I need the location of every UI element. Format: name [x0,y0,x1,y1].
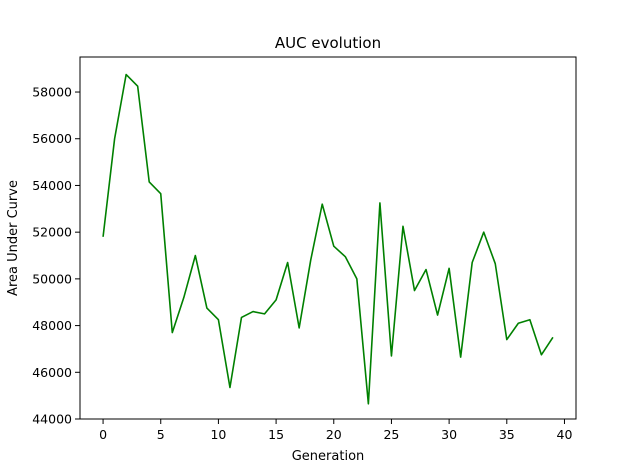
x-tick-label: 10 [210,427,226,442]
x-axis: 0 5 10 15 20 25 30 35 40 [99,419,572,442]
y-tick-label: 48000 [32,318,72,333]
x-tick-label: 25 [383,427,399,442]
y-tick-label: 44000 [32,412,72,427]
x-axis-label: Generation [292,449,365,464]
x-tick-label: 5 [157,427,165,442]
x-tick-label: 30 [441,427,457,442]
y-axis-label: Area Under Curve [6,180,21,296]
chart-title: AUC evolution [275,34,381,52]
x-tick-label: 20 [326,427,342,442]
x-tick-label: 0 [99,427,107,442]
y-tick-label: 50000 [32,271,72,286]
y-tick-label: 46000 [32,365,72,380]
y-tick-label: 56000 [32,131,72,146]
y-tick-label: 54000 [32,178,72,193]
plot-area-frame [79,56,577,420]
x-tick-label: 40 [557,427,573,442]
series-line-auc [102,73,554,405]
x-tick-label: 35 [499,427,515,442]
y-axis: 44000 46000 48000 50000 52000 54000 56000 58000 [32,85,80,427]
y-tick-label: 52000 [32,225,72,240]
y-tick-label: 58000 [32,85,72,100]
x-tick-label: 15 [268,427,284,442]
